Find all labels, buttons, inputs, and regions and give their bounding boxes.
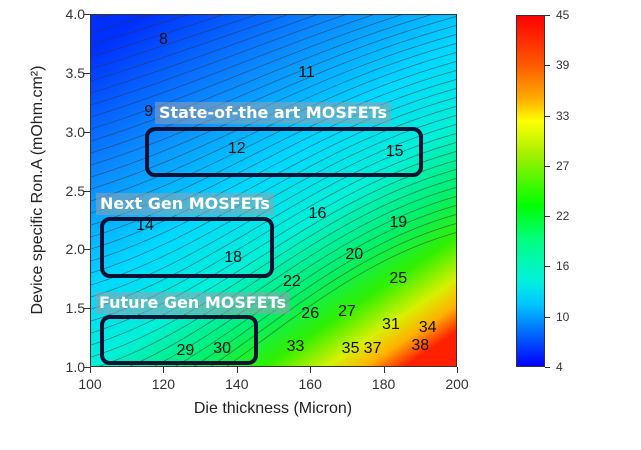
y-tick-mark <box>84 308 90 310</box>
colorbar-tick-mark <box>545 15 550 16</box>
y-tick-mark <box>84 249 90 251</box>
x-tick-mark <box>236 367 238 373</box>
y-tick-mark <box>84 367 90 368</box>
contour-label: 14 <box>136 216 154 234</box>
y-tick-mark <box>84 72 90 74</box>
colorbar-tick-label: 27 <box>556 158 570 173</box>
x-tick-label: 180 <box>371 376 396 392</box>
colorbar-tick-label: 16 <box>556 259 570 274</box>
x-tick-label: 100 <box>78 376 102 392</box>
y-tick-mark <box>84 14 90 15</box>
colorbar-tick-mark <box>545 367 550 368</box>
y-tick-label: 4.0 <box>65 6 85 22</box>
colorbar-tick-label: 33 <box>556 108 570 123</box>
region-label-next-gen: Next Gen MOSFETs <box>96 193 274 215</box>
contour-label: 15 <box>385 142 404 160</box>
x-tick-mark <box>90 367 91 373</box>
x-tick-mark <box>163 367 165 373</box>
colorbar-tick-label: 45 <box>556 8 570 22</box>
x-tick-label: 140 <box>225 376 249 392</box>
y-tick-label: 3.5 <box>65 64 85 81</box>
contour-label: 31 <box>382 315 400 333</box>
contour-label: 34 <box>418 319 437 337</box>
y-axis-title: Device specific Ron.A (mOhm.cm²) <box>29 65 46 315</box>
y-tick-label: 2.0 <box>65 241 85 258</box>
x-tick-label: 120 <box>151 376 176 392</box>
contour-label: 22 <box>282 273 301 291</box>
contour-label: 16 <box>308 205 327 223</box>
contour-label: 12 <box>227 140 246 158</box>
x-tick-mark <box>383 367 385 373</box>
contour-label: 35 <box>341 340 360 358</box>
y-tick-mark <box>84 131 90 133</box>
colorbar-tick-label: 22 <box>556 209 570 224</box>
y-tick-label: 2.5 <box>65 182 85 199</box>
contour-label: 8 <box>158 30 168 48</box>
x-tick-label: 200 <box>445 376 469 392</box>
contour-label: 20 <box>345 246 364 264</box>
colorbar-tick-mark <box>545 216 550 218</box>
colorbar-tick-label: 39 <box>556 58 570 73</box>
contour-label: 11 <box>298 63 315 81</box>
region-box-next-gen <box>100 217 274 278</box>
contour-label: 26 <box>301 305 320 323</box>
contour-label: 29 <box>176 341 195 359</box>
y-tick-label: 3.0 <box>65 123 85 140</box>
region-label-state-of-the-art: State-of-the art MOSFETs <box>155 102 392 124</box>
contour-label: 33 <box>286 337 305 355</box>
contour-label: 37 <box>363 340 382 358</box>
y-tick-label: 1.5 <box>65 300 85 317</box>
contour-label: 27 <box>337 302 356 320</box>
contour-label: 30 <box>213 340 232 358</box>
colorbar-tick-mark <box>545 65 550 67</box>
y-tick-mark <box>84 190 90 192</box>
colorbar-tick-mark <box>545 115 550 117</box>
contour-label: 18 <box>224 248 243 266</box>
colorbar-tick-label: 4 <box>556 360 563 374</box>
x-tick-mark <box>457 367 458 373</box>
colorbar-tick-label: 10 <box>556 309 570 324</box>
region-box-state-of-the-art <box>145 127 423 177</box>
colorbar-tick-mark <box>545 165 550 167</box>
colorbar <box>516 15 545 367</box>
colorbar-tick-mark <box>545 266 550 268</box>
x-axis-title: Die thickness (Micron) <box>193 400 353 417</box>
contour-label: 19 <box>389 214 408 232</box>
contour-label: 25 <box>389 269 408 287</box>
region-label-future-gen: Future Gen MOSFETs <box>95 292 291 314</box>
contour-label: 9 <box>144 102 154 120</box>
contour-label: 38 <box>411 336 430 354</box>
colorbar-tick-mark <box>545 316 550 318</box>
x-tick-label: 160 <box>298 376 322 392</box>
region-box-future-gen <box>100 315 258 365</box>
y-tick-label: 1.0 <box>65 359 85 375</box>
x-tick-mark <box>310 367 312 373</box>
